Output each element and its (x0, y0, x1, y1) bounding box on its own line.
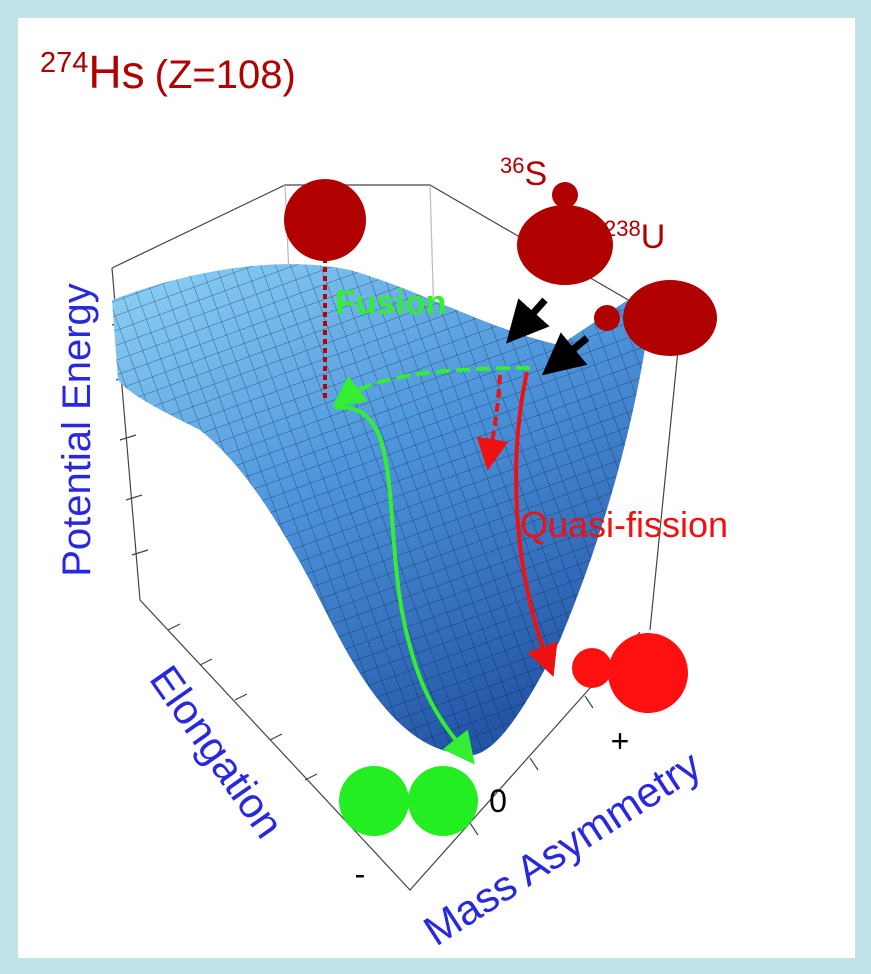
title: 274Hs (Z=108) (40, 46, 296, 98)
target-symbol: U (641, 218, 666, 256)
entry-arrow (506, 297, 550, 344)
projectile-label: 36S (500, 153, 547, 193)
entry-arrow (541, 332, 590, 376)
asymmetry-tick: 0 (489, 783, 507, 819)
quasi-dashed (476, 374, 509, 471)
asymmetry-tick: + (611, 723, 630, 759)
quasi-fission-label: Quasi-fission (520, 504, 728, 545)
nuclei (284, 179, 717, 836)
energy-axis-label: Potential Energy (55, 283, 99, 577)
projectile-mass: 36 (500, 153, 524, 178)
fusion-label: Fusion (335, 284, 446, 322)
target-label: 238U (604, 216, 665, 256)
title-symbol: Hs (88, 46, 144, 98)
title-charge: (Z=108) (155, 53, 296, 97)
fusion-entry (332, 366, 531, 408)
fusion-path (334, 405, 475, 765)
target-mass: 238 (604, 216, 641, 241)
projectile-symbol: S (524, 155, 547, 193)
title-mass: 274 (40, 47, 88, 79)
quasi-path (514, 371, 558, 677)
asymmetry-tick: - (355, 856, 366, 892)
